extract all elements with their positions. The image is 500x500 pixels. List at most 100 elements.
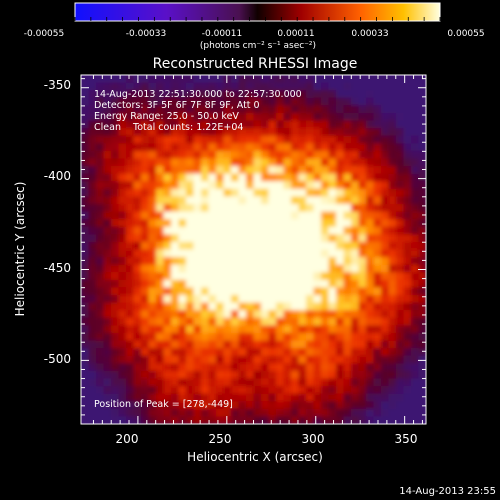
heatmap-cell (328, 416, 337, 424)
heatmap-cell (396, 386, 405, 395)
heatmap-cell (321, 386, 330, 395)
heatmap-cell (246, 181, 255, 190)
heatmap-cell (298, 302, 307, 311)
heatmap-cell (111, 416, 120, 424)
heatmap-cell (193, 226, 202, 235)
heatmap-cell (178, 211, 187, 220)
heatmap-cell (163, 370, 172, 380)
heatmap-cell (358, 408, 367, 418)
heatmap-cell (321, 401, 330, 410)
heatmap-cell (381, 219, 390, 228)
heatmap-cell (366, 181, 375, 190)
heatmap-cell (291, 340, 300, 349)
heatmap-cell (216, 279, 225, 289)
heatmap-cell (163, 348, 172, 357)
heatmap-cell (366, 264, 375, 273)
heatmap-cell (126, 416, 135, 424)
heatmap-cell (366, 332, 375, 342)
heatmap-cell (358, 317, 367, 326)
heatmap-cell (111, 135, 120, 144)
heatmap-cell (351, 82, 360, 91)
heatmap-cell (321, 181, 330, 190)
heatmap-cell (81, 386, 90, 395)
heatmap-cell (178, 264, 187, 273)
heatmap-cell (411, 166, 420, 175)
heatmap-cell (216, 135, 225, 144)
heatmap-cell (268, 135, 277, 144)
heatmap-cell (306, 196, 315, 205)
heatmap-cell (276, 393, 285, 402)
heatmap-cell (88, 264, 97, 273)
heatmap-cell (403, 408, 412, 418)
heatmap-cell (193, 173, 202, 182)
heatmap-cell (148, 112, 157, 122)
heatmap-cell (238, 325, 247, 334)
heatmap-cell (141, 105, 150, 114)
heatmap-cell (246, 226, 255, 235)
heatmap-cell (156, 181, 165, 190)
heatmap-cell (336, 363, 345, 372)
heatmap-cell (291, 135, 300, 144)
heatmap-cell (223, 158, 232, 167)
heatmap-cell (358, 128, 367, 137)
heatmap-cell (388, 287, 397, 296)
heatmap-cell (298, 241, 307, 251)
heatmap-cell (283, 219, 292, 228)
heatmap-cell (238, 97, 247, 106)
heatmap-cell (88, 355, 97, 364)
heatmap-cell (118, 241, 127, 251)
heatmap-cell (238, 355, 247, 364)
y-axis-label: Heliocentric Y (arcsec) (13, 182, 27, 317)
heatmap-cell (298, 401, 307, 410)
heatmap-cell (208, 340, 217, 349)
heatmap-cell (208, 355, 217, 364)
heatmap-cell (231, 348, 240, 357)
heatmap-cell (388, 264, 397, 273)
heatmap-cell (216, 173, 225, 182)
heatmap-cell (201, 355, 210, 364)
heatmap-cell (223, 279, 232, 289)
heatmap-cell (388, 143, 397, 152)
heatmap-cell (148, 279, 157, 289)
heatmap-cell (343, 332, 352, 342)
heatmap (81, 75, 426, 424)
heatmap-cell (126, 264, 135, 273)
heatmap-cell (328, 332, 337, 342)
heatmap-cell (171, 264, 180, 273)
heatmap-cell (418, 135, 426, 144)
heatmap-cell (186, 317, 195, 326)
heatmap-cell (343, 90, 352, 99)
heatmap-cell (418, 90, 426, 99)
heatmap-cell (306, 112, 315, 122)
heatmap-cell (223, 128, 232, 137)
heatmap-cell (351, 90, 360, 99)
heatmap-cell (171, 82, 180, 91)
heatmap-cell (223, 378, 232, 387)
heatmap-cell (246, 340, 255, 349)
heatmap-cell (298, 226, 307, 235)
heatmap-cell (223, 363, 232, 372)
heatmap-cell (156, 272, 165, 281)
heatmap-cell (201, 241, 210, 251)
heatmap-cell (126, 393, 135, 402)
heatmap-cell (261, 75, 270, 84)
heatmap-cell (178, 272, 187, 281)
heatmap-cell (268, 97, 277, 106)
heatmap-cell (373, 340, 382, 349)
heatmap-cell (298, 332, 307, 342)
heatmap-cell (88, 196, 97, 205)
colorbar-tick-label: -0.00055 (24, 29, 64, 39)
heatmap-cell (411, 75, 420, 84)
annotation-detectors: Detectors: 3F 5F 6F 7F 8F 9F, Att 0 (94, 100, 260, 111)
heatmap-cell (291, 128, 300, 137)
heatmap-cell (163, 272, 172, 281)
heatmap-cell (171, 340, 180, 349)
heatmap-cell (246, 378, 255, 387)
heatmap-cell (193, 264, 202, 273)
heatmap-cell (373, 166, 382, 175)
heatmap-cell (276, 234, 285, 243)
heatmap-cell (238, 203, 247, 213)
heatmap-cell (381, 295, 390, 304)
heatmap-cell (171, 386, 180, 395)
heatmap-cell (88, 135, 97, 144)
